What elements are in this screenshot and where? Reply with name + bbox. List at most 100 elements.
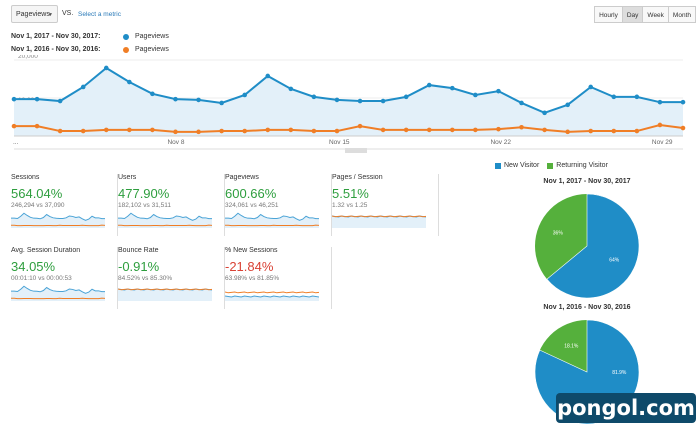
data-point	[357, 98, 363, 104]
data-point	[680, 125, 686, 131]
metric-change: -21.84%	[225, 259, 274, 274]
select-metric-link[interactable]: Select a metric	[78, 11, 121, 18]
pie-label-returning: 18.1%	[564, 344, 579, 350]
pie-legend-returning: Returning Visitor	[547, 162, 608, 169]
metric-comparison: 324,061 vs 46,251	[225, 202, 279, 209]
data-point	[496, 126, 501, 132]
sparkline-previous	[225, 224, 319, 227]
metric-change: 5.51%	[332, 186, 369, 201]
data-point	[173, 96, 178, 102]
metric-change: 600.66%	[225, 186, 277, 201]
data-point	[588, 84, 594, 90]
sparkline-area	[11, 286, 105, 301]
legend-metric: Pageviews	[135, 33, 169, 40]
sparkline-previous	[118, 288, 212, 291]
metric-card[interactable]: Sessions 564.04% 246,294 vs 37,090	[11, 174, 118, 236]
sparkline-current	[225, 295, 319, 298]
sparkline	[332, 215, 426, 228]
series-line	[14, 66, 683, 114]
pie-title-2016: Nov 1, 2016 - Nov 30, 2016	[543, 304, 631, 311]
sparkline-current	[11, 212, 105, 221]
x-tick-label: ...	[13, 139, 19, 146]
month-button[interactable]: Month	[667, 6, 696, 23]
metric-title: Pages / Session	[332, 174, 383, 181]
metric-card[interactable]: Pageviews 600.66% 324,061 vs 46,251	[225, 174, 332, 236]
sparkline-area	[225, 296, 319, 301]
metric-comparison: 00:01:10 vs 00:00:53	[11, 275, 72, 282]
data-point	[473, 127, 478, 133]
day-button[interactable]: Day	[621, 6, 644, 23]
sparkline-current	[11, 285, 105, 294]
data-point	[288, 86, 294, 92]
metric-card[interactable]: Users 477.90% 182,102 vs 31,511	[118, 174, 225, 236]
data-point	[34, 123, 40, 129]
metric-comparison: 182,102 vs 31,511	[118, 202, 172, 209]
blue-square-icon	[495, 162, 501, 169]
data-point	[265, 73, 271, 79]
metric-title: Pageviews	[225, 174, 259, 181]
data-point	[311, 94, 317, 100]
metric-comparison: 84.52% vs 85.30%	[118, 275, 173, 282]
sparkline-area	[11, 213, 105, 228]
data-point	[588, 128, 594, 134]
pie-label-new: 81.9%	[612, 370, 627, 376]
data-point	[80, 128, 86, 134]
data-point	[450, 85, 455, 91]
week-button[interactable]: Week	[642, 6, 669, 23]
data-point	[680, 99, 686, 105]
data-point	[196, 129, 201, 135]
legend-range: Nov 1, 2017 - Nov 30, 2017:	[11, 33, 101, 40]
pie-legend: New Visitor Returning Visitor	[495, 162, 608, 169]
x-tick-label: Nov 29	[652, 139, 673, 146]
data-point	[150, 127, 155, 133]
data-point	[196, 97, 201, 103]
sparkline	[11, 212, 105, 228]
data-point	[127, 79, 132, 85]
data-point	[426, 127, 432, 133]
legend-current: Nov 1, 2017 - Nov 30, 2017: Pageviews	[11, 33, 169, 40]
metric-select[interactable]: Pageviews ▼	[11, 5, 58, 23]
data-point	[334, 97, 340, 103]
metric-card[interactable]: Bounce Rate -0.91% 84.52% vs 85.30%	[118, 247, 225, 309]
data-point	[565, 102, 570, 108]
pie-label-returning: 36%	[553, 231, 564, 237]
data-point	[150, 91, 155, 97]
data-point	[11, 96, 17, 102]
data-point	[519, 124, 524, 130]
metric-card[interactable]: % New Sessions -21.84% 63.98% vs 81.85%	[225, 247, 332, 309]
data-point	[219, 128, 224, 134]
data-point	[311, 128, 317, 134]
data-point	[657, 99, 663, 105]
data-point	[11, 123, 17, 129]
legend-previous: Nov 1, 2016 - Nov 30, 2016: Pageviews	[11, 46, 169, 53]
blue-dot-icon	[123, 33, 129, 40]
metric-change: 564.04%	[11, 186, 63, 201]
metric-comparison: 1.32 vs 1.25	[332, 202, 368, 209]
y-tick-label: 20,000	[18, 55, 38, 60]
sparkline-previous	[11, 297, 105, 300]
metric-card[interactable]: Pages / Session 5.51% 1.32 vs 1.25	[332, 174, 439, 236]
metric-title: % New Sessions	[225, 247, 278, 254]
x-tick-label: Nov 22	[490, 139, 511, 146]
data-point	[542, 110, 547, 116]
sparkline-previous	[332, 215, 426, 218]
sparkline-previous	[225, 291, 319, 294]
data-point	[57, 128, 63, 134]
data-point	[357, 123, 363, 129]
metric-change: -0.91%	[118, 259, 160, 274]
metric-card[interactable]: Avg. Session Duration 34.05% 00:01:10 vs 0…	[11, 247, 118, 309]
metric-title: Avg. Session Duration	[11, 247, 81, 254]
metric-comparison: 63.98% vs 81.85%	[225, 275, 280, 282]
data-point	[496, 88, 501, 94]
hourly-button[interactable]: Hourly	[594, 6, 623, 23]
data-point	[473, 92, 478, 98]
data-point	[426, 82, 432, 88]
chevron-down-icon: ▼	[48, 12, 53, 18]
vs-label: VS.	[62, 10, 74, 17]
data-point	[242, 92, 247, 98]
legend-label: Returning Visitor	[556, 162, 608, 169]
metric-change: 477.90%	[118, 186, 170, 201]
data-point	[103, 65, 109, 71]
data-point	[403, 94, 409, 100]
